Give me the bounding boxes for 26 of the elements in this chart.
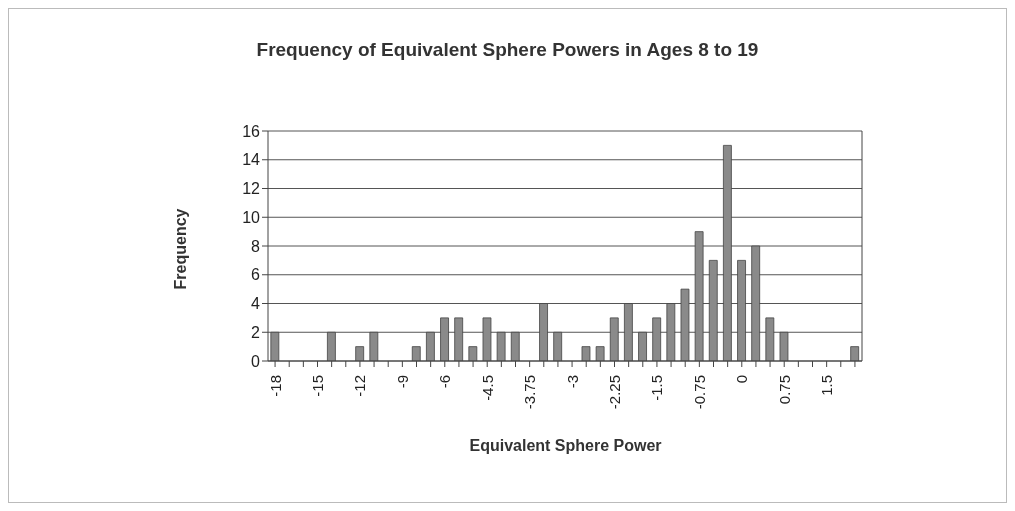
x-tick-label: -1.5 — [648, 375, 666, 401]
x-axis-title: Equivalent Sphere Power — [468, 437, 663, 455]
y-axis-title: Frequency — [172, 208, 190, 290]
y-tick-label: 16 — [242, 122, 261, 140]
x-tick-label: -4.5 — [478, 375, 496, 401]
x-tick-label: -12 — [351, 375, 369, 397]
y-tick-label: 2 — [251, 323, 261, 341]
x-tick-label: -15 — [309, 375, 326, 397]
y-tick-label: 0 — [251, 352, 261, 370]
x-tick-label: -2.25 — [606, 375, 623, 410]
y-tick-label: 14 — [242, 151, 261, 169]
x-tick-label: -3 — [563, 375, 581, 389]
x-tick-label: -0.75 — [690, 375, 708, 410]
y-tick-label: 12 — [242, 180, 261, 198]
x-tick-label: -9 — [393, 375, 411, 389]
x-tick-label: 0.75 — [775, 375, 793, 405]
x-tick-label: 0 — [733, 375, 751, 384]
x-tick-label: -18 — [266, 375, 284, 397]
chart-title: Frequency of Equivalent Sphere Powers in Ages 8 to 19 — [255, 39, 760, 61]
x-tick-label: -6 — [436, 375, 454, 389]
x-tick-label: 1.5 — [818, 375, 836, 396]
y-tick-label: 6 — [251, 266, 261, 284]
y-tick-label: 8 — [251, 237, 261, 255]
y-tick-label: 10 — [242, 208, 261, 226]
y-tick-label: 4 — [251, 295, 261, 313]
x-tick-label: -3.75 — [521, 375, 539, 410]
